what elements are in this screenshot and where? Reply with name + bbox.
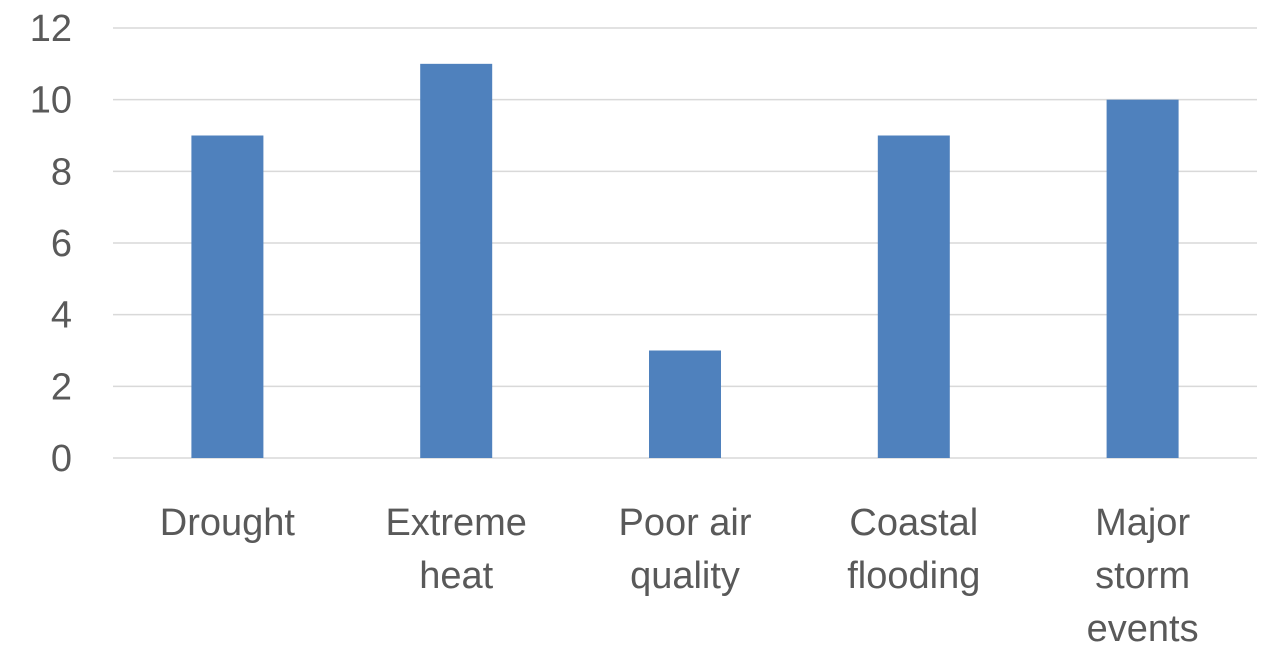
x-category-label: Major storm events xyxy=(1087,502,1199,650)
bar-poor-air-quality xyxy=(649,350,721,458)
y-axis-tick-labels: 0 2 4 6 8 10 12 xyxy=(30,8,72,480)
y-tick-label: 12 xyxy=(30,8,72,50)
y-tick-label: 4 xyxy=(51,295,72,337)
bar-coastal-flooding xyxy=(877,135,950,458)
x-category-label: Drought xyxy=(160,502,296,544)
x-category-label: Poor air quality xyxy=(618,502,751,597)
y-tick-label: 2 xyxy=(51,366,72,408)
gridlines xyxy=(113,27,1257,459)
y-tick-label: 6 xyxy=(51,223,72,265)
bars xyxy=(191,63,1179,459)
bar-major-storm-events xyxy=(1106,99,1179,459)
y-tick-label: 10 xyxy=(30,80,72,122)
x-category-label: Extreme heat xyxy=(385,502,526,597)
bar-drought xyxy=(191,135,264,458)
y-tick-label: 0 xyxy=(51,438,72,480)
bar-extreme-heat xyxy=(420,63,493,458)
x-category-label: Coastal flooding xyxy=(847,502,980,597)
x-axis-category-labels: Drought Extreme heat Poor air quality Coastal… xyxy=(160,502,1199,650)
y-tick-label: 8 xyxy=(51,151,72,193)
